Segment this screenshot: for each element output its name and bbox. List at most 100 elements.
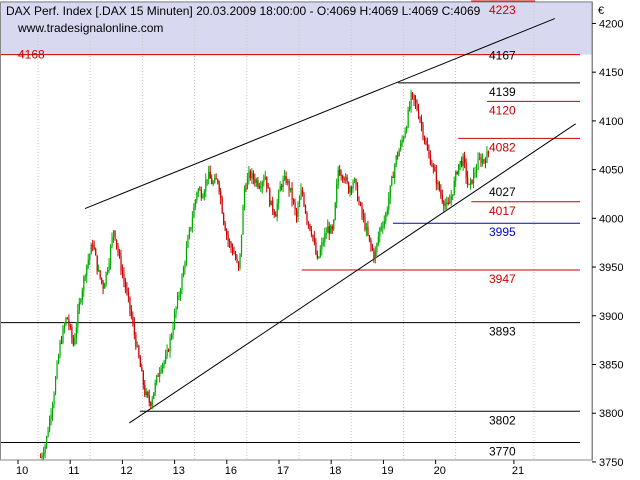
candle-body [361,204,363,215]
y-tick-label: 4050 [599,165,623,177]
candle-body [379,228,381,237]
candle-body [77,310,79,328]
x-tick-label: 16 [225,465,237,477]
candle-body [278,191,280,204]
candle-body [165,356,167,362]
candle-body [345,176,347,181]
candle-body [398,149,400,157]
candle-body [462,155,464,166]
candle-body [78,302,80,311]
candle-body [426,144,429,151]
candle-body [53,394,55,405]
candle-body [364,217,366,230]
candle-body [52,404,54,415]
candle-body [113,230,115,237]
level-label: 4017 [489,204,516,218]
candle-body [169,338,171,352]
candle-body [281,185,283,188]
level-label: 4139 [489,85,516,99]
candle-body [108,263,110,271]
candle-body [394,165,396,178]
candle-body [154,382,156,393]
candle-body [400,143,402,150]
candle-body [117,245,119,253]
candle-body [168,349,170,352]
candle-body [291,187,293,200]
candle-body [343,178,345,181]
candle-body [266,176,268,188]
candle-body [477,158,479,170]
candle-body [270,200,272,206]
candle-body [224,223,226,231]
candle-body [455,172,457,181]
candle-body [284,176,286,180]
candle-body [107,270,109,273]
candle-body [376,243,378,252]
candle-body [453,180,455,195]
candle-body [309,224,311,231]
candle-body [389,185,391,199]
candle-body [483,159,485,162]
candle-body [81,290,83,301]
candle-body [336,184,338,203]
candle-body [196,193,198,200]
candle-body [392,176,394,178]
candle-body [197,189,200,194]
candle-body [139,357,141,368]
candle-body [401,139,403,144]
candle-body [470,179,472,185]
candle-body [159,372,161,377]
candle-body [331,226,333,230]
candle-body [86,265,88,277]
candle-body [233,252,235,254]
candle-body [218,182,220,192]
x-tick-label: 18 [329,465,341,477]
candle-body [96,255,98,272]
candle-body [444,204,446,206]
candle-body [215,178,217,180]
candle-body [245,188,247,190]
candle-body [227,234,229,241]
candle-body [176,296,179,308]
candle-body [446,202,448,205]
level-label: 4167 [489,49,516,63]
candle-body [221,197,223,214]
y-tick-label: 4200 [599,18,623,30]
candle-body [80,300,82,303]
x-tick-label: 13 [173,465,185,477]
candle-body [50,414,52,419]
candle-body [318,256,320,258]
candle-body [104,283,106,289]
level-label: 4027 [489,185,516,199]
candle-body [310,230,313,235]
candle-body [95,248,97,256]
candle-body [209,171,211,179]
candle-body [41,455,43,458]
candle-body [99,270,101,278]
candle-body [304,205,307,213]
candle-body [359,202,362,205]
candle-body [184,263,186,269]
candle-body [69,325,72,328]
candle-body [391,176,393,186]
candle-body [437,182,439,185]
candle-body [200,189,202,198]
chart-title: DAX Perf. Index [.DAX 15 Minuten] 20.03.… [6,4,481,18]
candle-body [267,187,269,189]
candle-body [416,102,418,110]
y-tick-label: 3850 [599,360,623,372]
candle-body [65,317,67,325]
candle-body [315,242,317,255]
level-label: 4120 [489,103,516,117]
candle-body [395,155,397,166]
candle-body [40,457,42,459]
resistance-band [1,1,592,55]
candle-body [415,100,417,103]
candle-body [380,227,382,229]
candle-body [185,247,188,264]
candle-body [226,230,228,235]
candle-body [121,270,124,274]
candle-body [102,282,104,289]
candle-body [193,206,195,218]
